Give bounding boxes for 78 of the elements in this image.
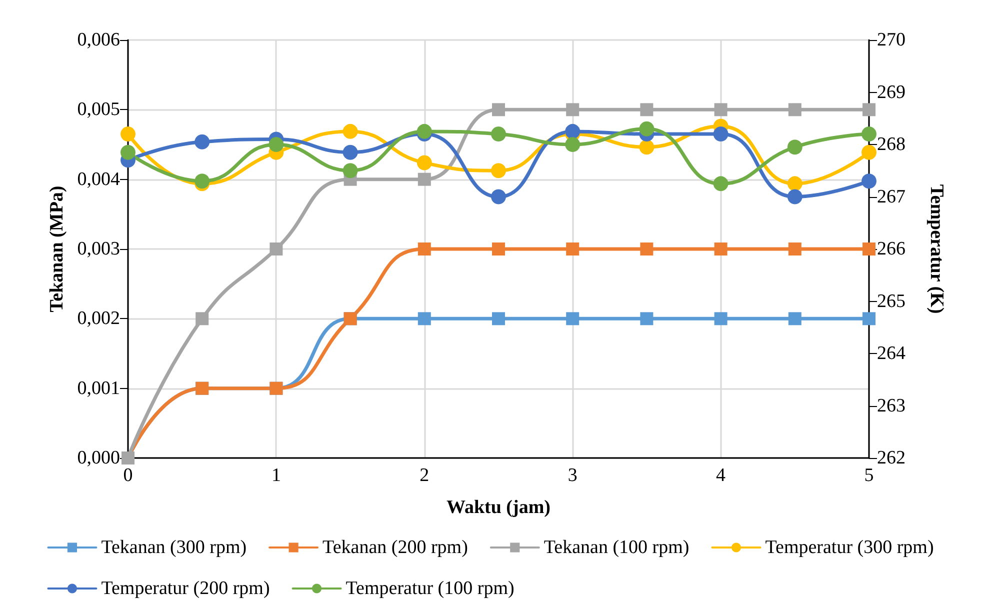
point: [788, 103, 802, 116]
point: [788, 312, 802, 326]
y-axis-title: Tekanan (MPa): [46, 186, 68, 312]
y-tick-label: 0,005: [77, 99, 120, 120]
y2-tick-label: 264: [877, 343, 906, 364]
point: [862, 242, 876, 256]
legend-label: Temperatur (300 rpm): [765, 537, 934, 558]
point: [787, 176, 802, 192]
point: [418, 172, 431, 186]
point: [194, 134, 210, 150]
point: [565, 137, 580, 152]
y2-tick-label: 266: [877, 238, 906, 260]
y-tick-label: 0,001: [77, 378, 120, 399]
x-tick-label: 2: [420, 465, 430, 486]
point: [120, 144, 136, 160]
point: [862, 312, 876, 326]
legend-label: Temperatur (100 rpm): [346, 578, 514, 599]
point: [492, 312, 505, 326]
x-axis-title: Waktu (jam): [446, 497, 550, 518]
point: [862, 144, 876, 160]
point: [787, 140, 802, 155]
point: [640, 312, 654, 326]
point: [565, 124, 580, 139]
point: [492, 242, 505, 256]
y2-tick-label: 262: [877, 448, 906, 468]
y2-tick-label: 268: [877, 134, 906, 155]
point: [640, 103, 654, 116]
point: [566, 312, 580, 326]
point: [714, 103, 728, 116]
point: [120, 126, 136, 142]
point: [862, 103, 876, 116]
y2-axis-title: Temperatur (K): [926, 184, 947, 314]
x-tick-label: 4: [716, 465, 726, 486]
point: [416, 124, 432, 139]
point: [787, 189, 802, 204]
y2-tick-label: 265: [877, 290, 906, 312]
y2-tick-label: 270: [877, 30, 906, 50]
point: [566, 242, 580, 256]
legend-label: Temperatur (200 rpm): [101, 578, 270, 599]
legend-label: Tekanan (300 rpm): [101, 537, 247, 558]
y2-tick-label: 263: [877, 395, 906, 416]
point: [639, 140, 654, 155]
x-tick-label: 5: [864, 465, 874, 486]
point: [342, 124, 358, 139]
point: [640, 242, 654, 256]
point: [342, 144, 358, 160]
point: [491, 189, 506, 204]
point: [788, 242, 802, 256]
point: [862, 174, 876, 189]
point: [714, 242, 728, 256]
x-tick-label: 1: [271, 465, 281, 486]
point: [342, 163, 358, 178]
point: [418, 312, 431, 326]
point: [713, 176, 728, 192]
x-tick-label: 0: [123, 465, 133, 486]
point: [268, 137, 284, 152]
point: [491, 126, 506, 142]
y-tick-label: 0,004: [77, 168, 120, 190]
y2-tick-label: 269: [877, 82, 906, 103]
y-tick-label: 0,000: [77, 448, 120, 468]
y2-tick-label: 267: [877, 186, 906, 208]
y-tick-label: 0,006: [77, 30, 120, 50]
y-tick-label: 0,002: [77, 308, 120, 330]
legend-label: Tekanan (100 rpm): [544, 537, 690, 558]
point: [418, 242, 431, 256]
y-tick-label: 0,003: [77, 238, 120, 260]
point: [862, 126, 876, 142]
point: [416, 155, 432, 170]
legend-label: Tekanan (200 rpm): [322, 537, 468, 558]
point: [270, 242, 283, 256]
point: [714, 312, 728, 326]
point: [566, 103, 580, 116]
point: [713, 126, 728, 142]
point: [491, 163, 506, 178]
x-tick-label: 3: [568, 465, 578, 486]
point: [196, 312, 209, 326]
point: [492, 103, 505, 116]
point: [639, 121, 654, 136]
